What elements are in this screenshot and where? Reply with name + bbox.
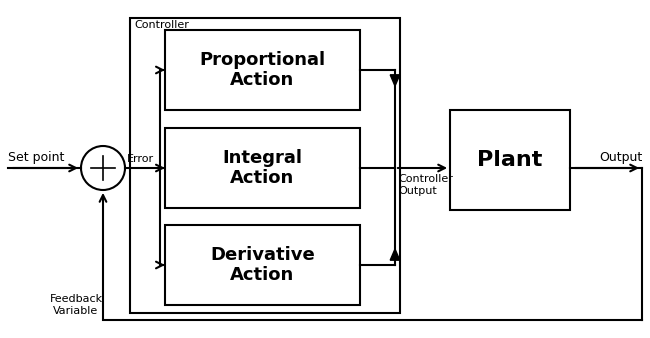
Text: Controller
Output: Controller Output (398, 174, 453, 196)
Text: Controller: Controller (134, 20, 189, 30)
Polygon shape (390, 249, 400, 260)
Text: Error: Error (127, 154, 154, 164)
Bar (165, 225, 360, 305)
Text: Plant: Plant (477, 150, 543, 170)
Text: Output: Output (599, 151, 642, 164)
Text: Set point: Set point (8, 151, 64, 164)
Text: Integral
Action: Integral Action (222, 149, 302, 187)
Text: Feedback
Variable: Feedback Variable (49, 294, 103, 316)
Text: Derivative
Action: Derivative Action (210, 246, 315, 284)
Polygon shape (390, 75, 400, 86)
Bar (130, 18, 400, 313)
Bar (165, 30, 360, 110)
Bar (450, 110, 570, 210)
Bar (165, 128, 360, 208)
Text: Proportional
Action: Proportional Action (200, 51, 326, 89)
